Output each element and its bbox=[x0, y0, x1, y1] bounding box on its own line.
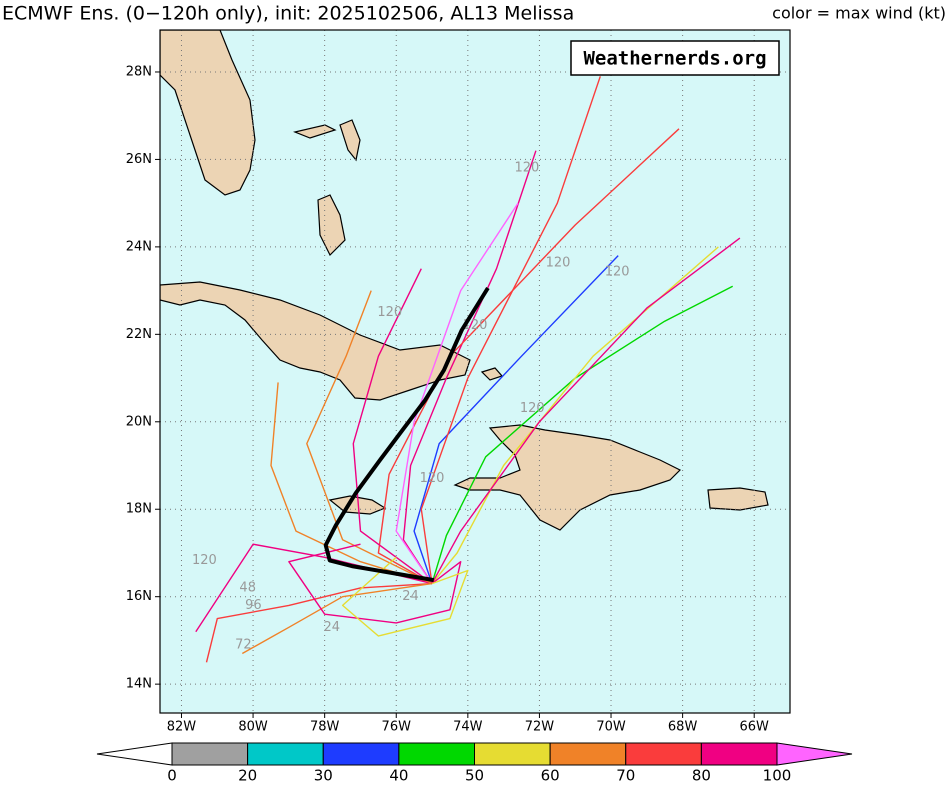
hour-label: 120 bbox=[514, 161, 539, 176]
ensemble-track bbox=[341, 556, 469, 637]
colorbar-box bbox=[549, 742, 627, 766]
hour-label: 96 bbox=[245, 598, 262, 613]
ensemble-track bbox=[402, 150, 537, 584]
ensemble-track bbox=[241, 582, 433, 655]
colorbar-box bbox=[322, 742, 400, 766]
ensemble-track bbox=[270, 382, 433, 585]
colorbar-box bbox=[398, 742, 475, 766]
x-tick-label: 68W bbox=[668, 720, 698, 735]
colorbar-box bbox=[700, 742, 778, 766]
chart-title: ECMWF Ens. (0−120h only), init: 20251025… bbox=[2, 3, 574, 25]
ensemble-track bbox=[377, 128, 680, 585]
x-tick-label: 76W bbox=[382, 720, 412, 735]
watermark: Weathernerds.org bbox=[583, 48, 766, 70]
hour-label: 24 bbox=[324, 620, 341, 635]
ensemble-track bbox=[431, 237, 741, 584]
colorbar-label: 30 bbox=[314, 767, 333, 785]
y-tick-label: 20N bbox=[126, 414, 152, 429]
x-tick-label: 82W bbox=[167, 720, 197, 735]
land bbox=[160, 30, 769, 531]
ensemble-track bbox=[352, 268, 433, 585]
hour-label: 120 bbox=[520, 401, 545, 416]
ensemble-track bbox=[431, 285, 734, 584]
x-tick-label: 74W bbox=[453, 720, 483, 735]
mean-track bbox=[323, 286, 490, 583]
cuba bbox=[160, 281, 471, 401]
hour-label: 120 bbox=[546, 256, 571, 271]
ensemble-track bbox=[205, 582, 433, 663]
colorbar-box bbox=[171, 742, 249, 766]
colorbar-under bbox=[96, 742, 173, 766]
colorbar-label: 60 bbox=[541, 767, 560, 785]
ensemble-track bbox=[395, 202, 519, 584]
hour-label: 48 bbox=[239, 580, 256, 595]
y-tick-label: 14N bbox=[126, 677, 152, 692]
colorbar-label: 70 bbox=[616, 767, 635, 785]
hour-label: 120 bbox=[377, 305, 402, 320]
hour-label: 120 bbox=[192, 553, 217, 568]
hour-label: 120 bbox=[420, 471, 445, 486]
y-tick-label: 18N bbox=[126, 502, 152, 517]
colorbar-label: 100 bbox=[763, 767, 792, 785]
hispaniola bbox=[453, 424, 682, 531]
y-tick-label: 28N bbox=[126, 64, 152, 79]
x-tick-label: 72W bbox=[525, 720, 555, 735]
ensemble-track bbox=[413, 255, 619, 584]
x-tick-label: 78W bbox=[310, 720, 340, 735]
plot-frame bbox=[159, 29, 791, 714]
watermark-box bbox=[570, 40, 780, 76]
colorbar-label: 80 bbox=[692, 767, 711, 785]
puerto-rico bbox=[707, 487, 769, 511]
chart-subtitle: color = max wind (kt) bbox=[772, 4, 946, 23]
hour-label: 24 bbox=[402, 589, 419, 604]
colorbar-label: 20 bbox=[238, 767, 257, 785]
x-tick-label: 80W bbox=[238, 720, 268, 735]
y-tick-label: 16N bbox=[126, 589, 152, 604]
y-tick-label: 22N bbox=[126, 327, 152, 342]
ensemble-track bbox=[306, 290, 433, 585]
colorbar-label: 50 bbox=[465, 767, 484, 785]
colorbar-over bbox=[776, 742, 853, 766]
ensemble-track bbox=[288, 543, 462, 624]
colorbar-box bbox=[247, 742, 324, 766]
ensemble-track bbox=[420, 76, 601, 584]
plot-area bbox=[160, 30, 790, 713]
x-tick-label: 70W bbox=[596, 720, 626, 735]
colorbar-label: 40 bbox=[389, 767, 408, 785]
y-tick-label: 26N bbox=[126, 152, 152, 167]
florida bbox=[160, 30, 256, 196]
hour-label: 120 bbox=[605, 265, 630, 280]
hour-label: 72 bbox=[235, 637, 252, 652]
abaco bbox=[339, 119, 361, 162]
x-tick-label: 66W bbox=[740, 720, 770, 735]
y-tick-label: 24N bbox=[126, 239, 152, 254]
grand-bahama bbox=[293, 124, 337, 139]
colorbar-label: 0 bbox=[167, 767, 177, 785]
colorbar-box bbox=[474, 742, 551, 766]
colorbar-box bbox=[625, 742, 702, 766]
